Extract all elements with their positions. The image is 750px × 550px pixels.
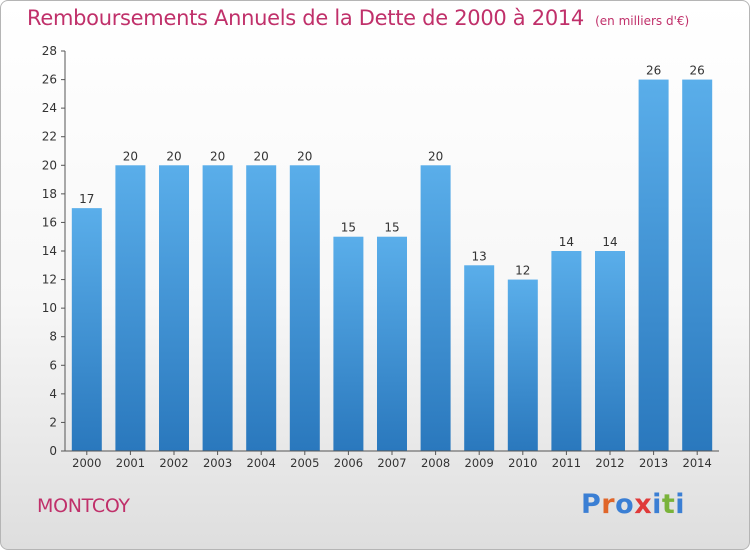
x-tick-label: 2014 <box>683 456 712 470</box>
x-tick-label: 2004 <box>247 456 276 470</box>
brand-letter: x <box>634 489 653 520</box>
y-tick-label: 22 <box>42 130 57 144</box>
bar-value-label: 20 <box>166 149 181 163</box>
bar-value-label: 20 <box>297 149 312 163</box>
bar-value-label: 20 <box>210 149 225 163</box>
bar-2000 <box>71 208 102 451</box>
y-tick-label: 26 <box>42 73 57 87</box>
bar-2012 <box>595 251 625 451</box>
y-tick-label: 28 <box>42 44 57 58</box>
bar-value-label: 20 <box>123 149 138 163</box>
brand-letter: o <box>615 489 635 520</box>
y-tick-label: 0 <box>49 444 57 458</box>
proxiti-logo: Proxiti <box>581 489 685 520</box>
bar-2006 <box>333 236 364 451</box>
brand-letter: P <box>581 489 602 520</box>
y-tick-label: 18 <box>42 187 57 201</box>
bar-2003 <box>202 165 233 452</box>
chart-subtitle: (en milliers d'€) <box>595 14 690 28</box>
bar-value-label: 14 <box>559 235 574 249</box>
bar-value-label: 13 <box>472 249 487 263</box>
x-tick-label: 2000 <box>72 456 101 470</box>
bar-2013 <box>638 79 669 452</box>
bar-2001 <box>115 165 146 452</box>
chart-title-row: Remboursements Annuels de la Dette de 20… <box>27 6 689 30</box>
y-tick-label: 6 <box>49 358 57 372</box>
bar-2011 <box>551 251 582 451</box>
bar-2014 <box>682 79 713 452</box>
brand-letter: i <box>675 489 686 520</box>
bar-value-label: 15 <box>384 221 399 235</box>
chart-title: Remboursements Annuels de la Dette de 20… <box>27 6 584 30</box>
x-tick-label: 2010 <box>508 456 537 470</box>
bar-value-label: 26 <box>690 64 705 78</box>
x-tick-label: 2009 <box>465 456 494 470</box>
bar-value-label: 20 <box>254 149 269 163</box>
bar-2008 <box>420 165 451 452</box>
y-tick-label: 2 <box>49 415 57 429</box>
y-tick-label: 12 <box>42 273 57 287</box>
y-tick-label: 16 <box>42 215 57 229</box>
bar-value-label: 26 <box>646 64 661 78</box>
y-tick-label: 14 <box>42 244 57 258</box>
y-tick-label: 8 <box>49 330 57 344</box>
bar-value-label: 20 <box>428 149 443 163</box>
x-tick-label: 2008 <box>421 456 450 470</box>
bar-2004 <box>246 165 277 452</box>
y-tick-label: 4 <box>49 387 57 401</box>
bar-value-label: 14 <box>602 235 617 249</box>
x-tick-label: 2012 <box>595 456 624 470</box>
bar-value-label: 12 <box>515 264 530 278</box>
x-tick-label: 2002 <box>159 456 188 470</box>
y-tick-label: 24 <box>42 101 57 115</box>
bar-2010 <box>507 279 538 451</box>
x-tick-label: 2013 <box>639 456 668 470</box>
bar-2007 <box>377 236 407 451</box>
bar-value-label: 17 <box>79 192 94 206</box>
brand-letter: r <box>601 489 616 520</box>
commune-name: MONTCOY <box>37 495 130 517</box>
bar-value-label: 15 <box>341 221 356 235</box>
x-tick-label: 2011 <box>552 456 581 470</box>
y-tick-label: 20 <box>42 158 57 172</box>
bar-2002 <box>159 165 189 452</box>
x-tick-label: 2006 <box>334 456 363 470</box>
x-tick-label: 2003 <box>203 456 232 470</box>
x-tick-label: 2007 <box>377 456 406 470</box>
brand-letter: i <box>652 489 662 520</box>
x-tick-label: 2005 <box>290 456 319 470</box>
bar-2005 <box>289 165 320 452</box>
bar-2009 <box>464 265 495 451</box>
y-tick-label: 10 <box>42 301 57 315</box>
x-tick-label: 2001 <box>116 456 145 470</box>
brand-letter: t <box>661 489 676 520</box>
